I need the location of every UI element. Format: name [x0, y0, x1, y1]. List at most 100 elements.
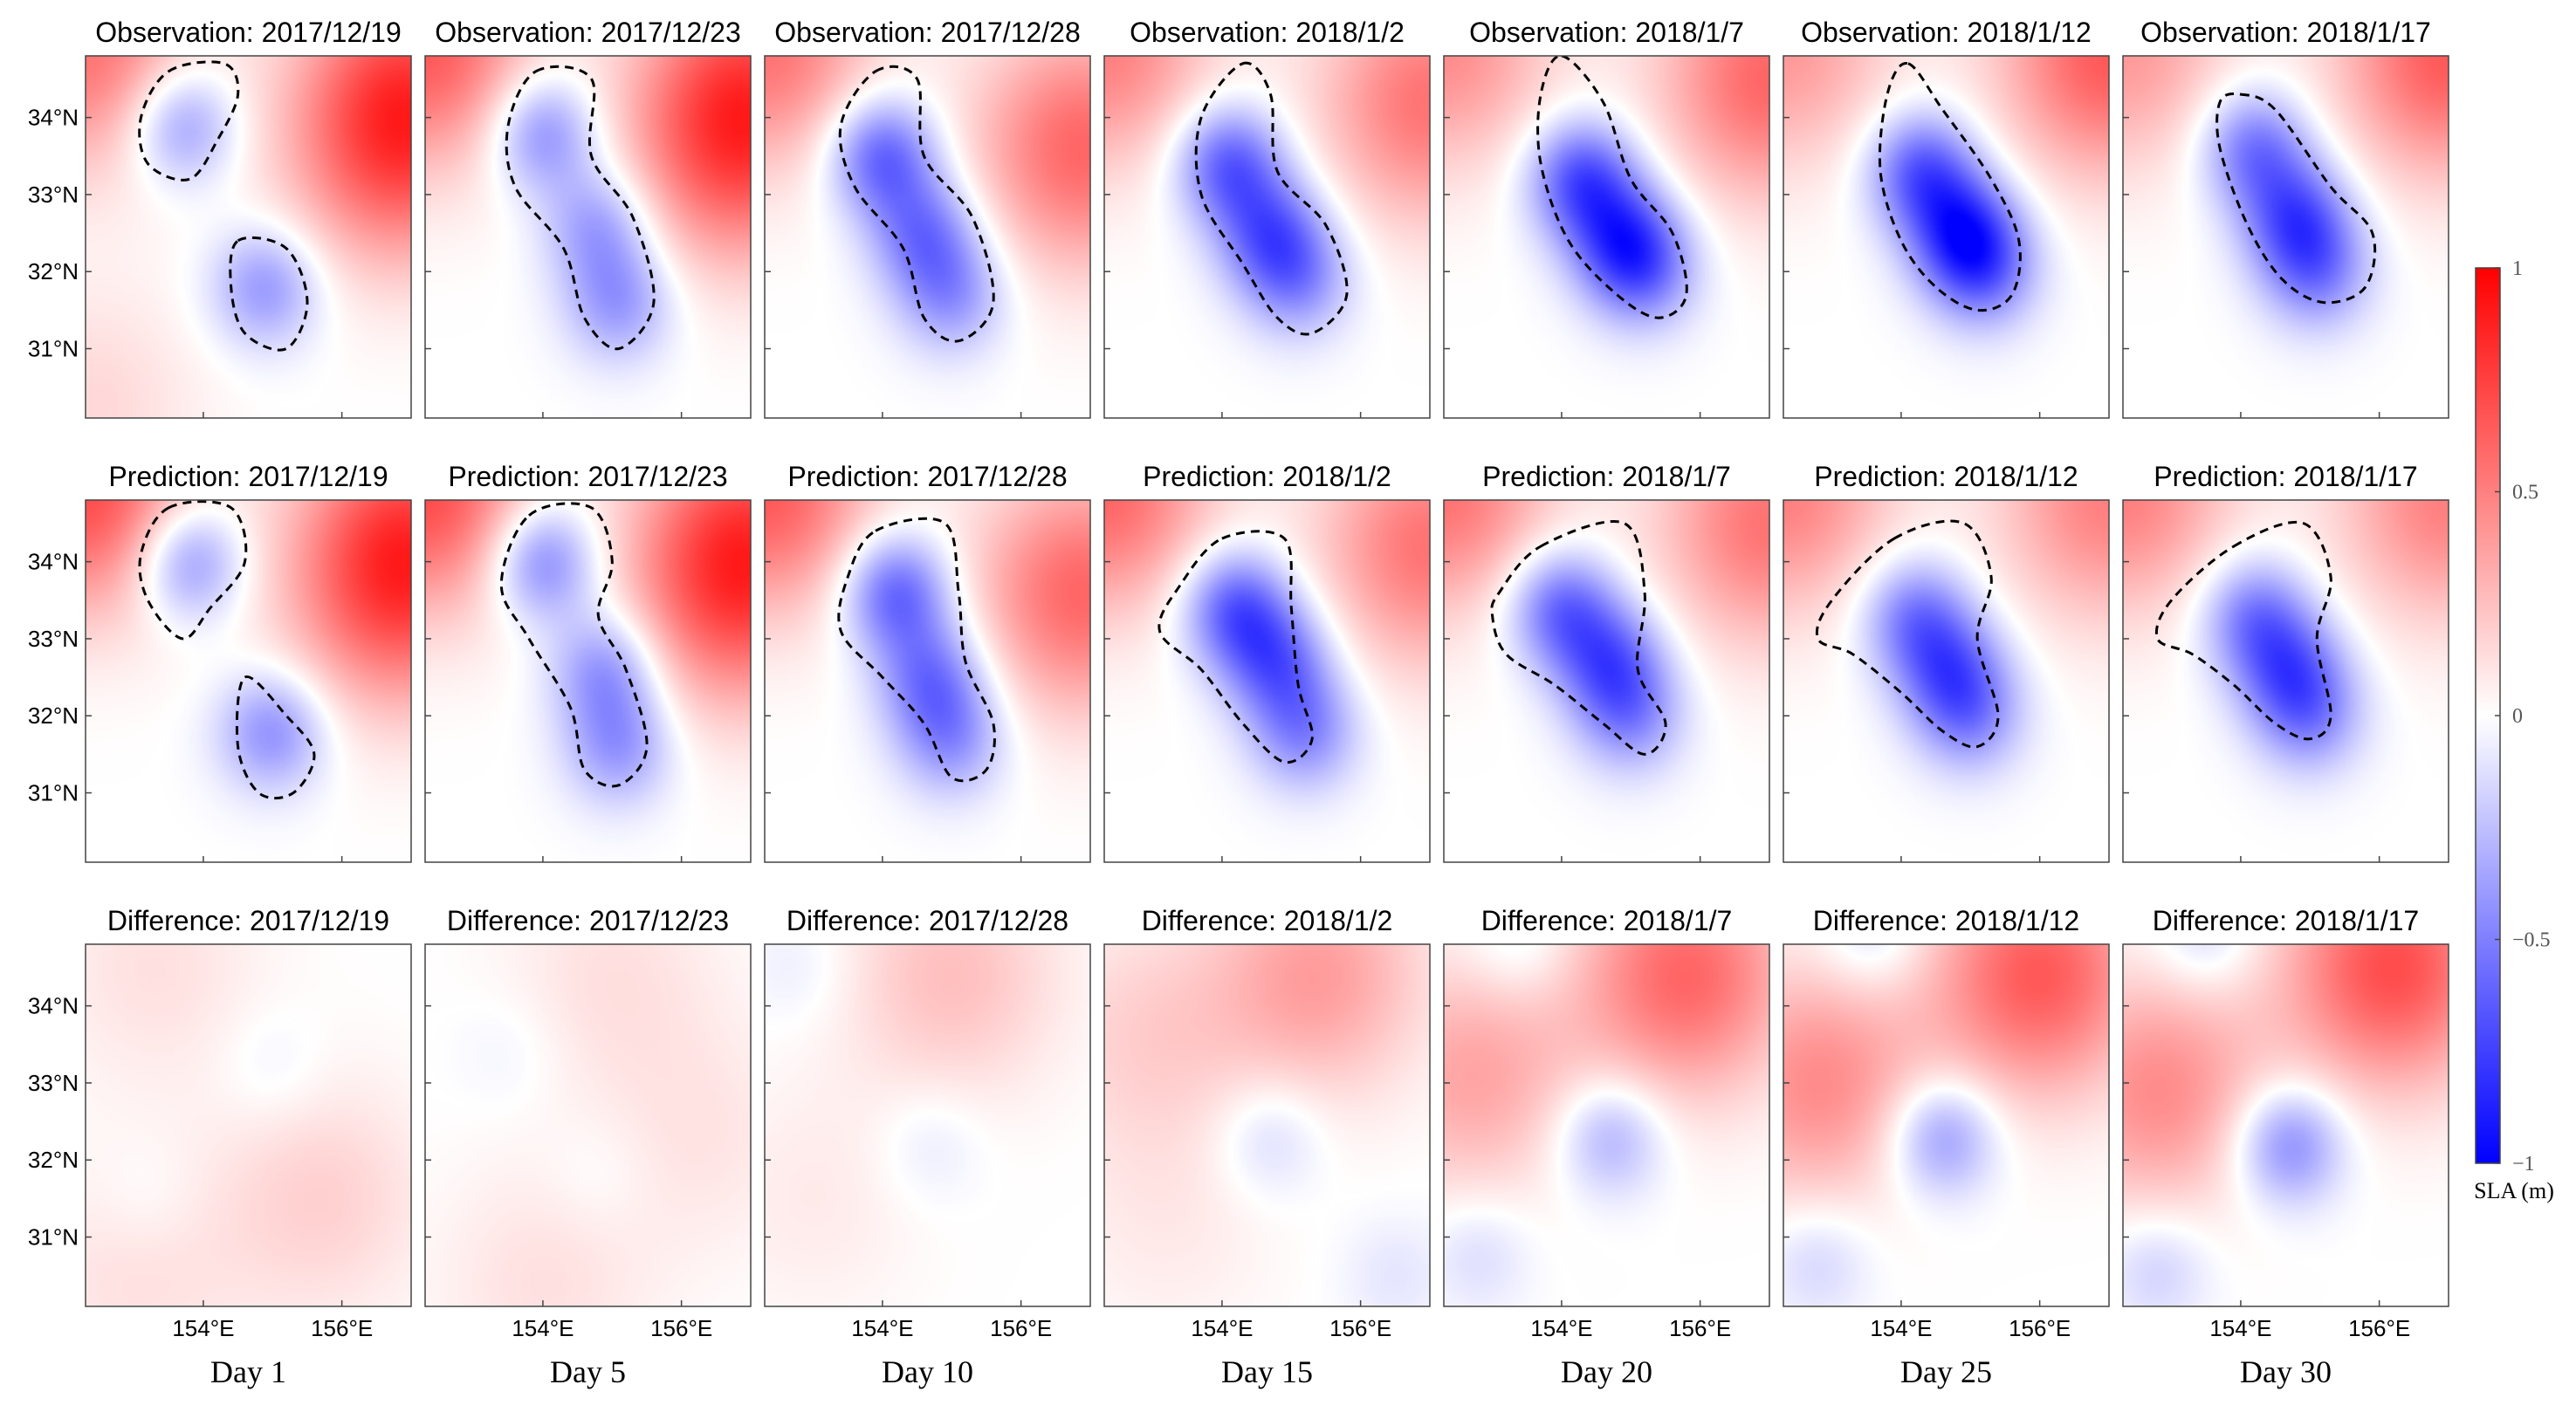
panel-difference-3: Difference: 2017/12/28 154°E 156°E Day 10	[764, 905, 1091, 1389]
sla-heatmap	[1444, 944, 1769, 1306]
panel-difference-4: Difference: 2018/1/2 154°E 156°E Day 15	[1103, 905, 1431, 1389]
panel-frame	[1443, 55, 1770, 419]
panel-frame	[1103, 499, 1431, 863]
panel-observation-5: Observation: 2018/1/7	[1443, 17, 1770, 419]
eddy-contour	[838, 65, 995, 343]
colorbar: 1 0.5 0 −0.5 −1 SLA (m)	[2474, 257, 2554, 1203]
day-label: Day 5	[550, 1354, 626, 1389]
x-tick-label: 156°E	[2348, 1315, 2410, 1341]
panel-grid: Observation: 2017/12/19 34°N 33°N 32°N 31°N O…	[28, 17, 2449, 1389]
y-tick-label: 31°N	[28, 336, 79, 362]
panel-observation-4: Observation: 2018/1/2	[1103, 17, 1431, 419]
day-label: Day 20	[1561, 1354, 1652, 1389]
panel-title: Prediction: 2017/12/28	[787, 461, 1067, 492]
panel-difference-5: Difference: 2018/1/7 154°E 156°E Day 20	[1443, 905, 1770, 1389]
y-tick-label: 33°N	[28, 1070, 79, 1096]
panel-frame	[1443, 499, 1770, 863]
y-tick-label: 32°N	[28, 702, 79, 729]
panel-title: Prediction: 2018/1/7	[1482, 461, 1731, 492]
panel-title: Observation: 2018/1/17	[2140, 17, 2431, 48]
day-label: Day 1	[210, 1354, 286, 1389]
panel-difference-7: Difference: 2018/1/17 154°E 156°E Day 30	[2122, 905, 2449, 1389]
eddy-contour	[2215, 92, 2377, 305]
x-tick-label: 154°E	[1191, 1315, 1253, 1341]
sla-heatmap	[2123, 944, 2449, 1306]
eddy-contour	[1490, 520, 1667, 756]
day-label: Day 30	[2240, 1354, 2332, 1389]
day-label: Day 10	[882, 1354, 973, 1389]
panel-frame	[764, 943, 1091, 1307]
sla-heatmap	[1444, 56, 1769, 418]
sla-heatmap	[1104, 56, 1430, 418]
eddy-contour	[229, 236, 309, 352]
x-tick-label: 156°E	[990, 1315, 1052, 1341]
panel-frame	[764, 499, 1091, 863]
panel-title: Observation: 2017/12/23	[435, 17, 740, 48]
panel-difference-6: Difference: 2018/1/12 154°E 156°E Day 25	[1783, 905, 2110, 1389]
panel-frame	[2122, 55, 2449, 419]
y-tick-label: 32°N	[28, 258, 79, 284]
eddy-contour	[138, 60, 240, 182]
panel-prediction-6: Prediction: 2018/1/12	[1783, 461, 2110, 863]
panel-frame	[85, 499, 412, 863]
panel-frame	[424, 499, 752, 863]
panel-prediction-2: Prediction: 2017/12/23	[424, 461, 752, 863]
eddy-contour	[2154, 520, 2332, 741]
panel-title: Prediction: 2017/12/19	[108, 461, 388, 492]
sla-heatmap	[2123, 56, 2449, 418]
eddy-contour	[499, 502, 649, 788]
sla-heatmap	[86, 500, 411, 862]
panel-observation-3: Observation: 2017/12/28	[764, 17, 1091, 419]
x-tick-label: 156°E	[311, 1315, 373, 1341]
y-tick-label: 33°N	[28, 182, 79, 208]
panel-title: Difference: 2018/1/2	[1142, 905, 1393, 936]
panel-observation-7: Observation: 2018/1/17	[2122, 17, 2449, 419]
panel-frame	[1103, 943, 1431, 1307]
y-tick-label: 34°N	[28, 549, 79, 575]
panel-frame	[85, 55, 412, 419]
sla-heatmap	[425, 56, 751, 418]
panel-title: Prediction: 2017/12/23	[448, 461, 727, 492]
eddy-contour	[1194, 61, 1349, 336]
sla-heatmap	[86, 944, 411, 1306]
colorbar-tick-label: −1	[2512, 1153, 2535, 1175]
colorbar-tick-label: 0	[2512, 705, 2523, 728]
eddy-contour	[1536, 56, 1688, 319]
sla-heatmap	[765, 56, 1090, 418]
panel-title: Prediction: 2018/1/12	[1814, 461, 2078, 492]
panel-frame	[424, 55, 752, 419]
panel-frame	[1783, 55, 2110, 419]
day-label: Day 15	[1221, 1354, 1313, 1389]
panel-frame	[1103, 55, 1431, 419]
panel-title: Difference: 2018/1/7	[1481, 905, 1733, 936]
panel-frame	[2122, 499, 2449, 863]
panel-prediction-5: Prediction: 2018/1/7	[1443, 461, 1770, 863]
panel-observation-6: Observation: 2018/1/12	[1783, 17, 2110, 419]
colorbar-tick-label: −0.5	[2512, 929, 2551, 952]
sla-heatmap	[765, 944, 1090, 1306]
day-label: Day 25	[1900, 1354, 1992, 1389]
x-tick-label: 156°E	[650, 1315, 712, 1341]
eddy-contour	[1878, 62, 2022, 312]
panel-title: Difference: 2017/12/28	[787, 905, 1068, 936]
panel-title: Difference: 2017/12/23	[447, 905, 729, 936]
sla-heatmap	[1104, 500, 1430, 862]
sla-heatmap	[2123, 500, 2449, 862]
x-tick-label: 154°E	[1870, 1315, 1932, 1341]
x-tick-label: 154°E	[512, 1315, 574, 1341]
sla-heatmap	[1783, 944, 2109, 1306]
x-tick-label: 154°E	[172, 1315, 234, 1341]
sla-heatmap	[1444, 500, 1769, 862]
panel-title: Observation: 2017/12/19	[95, 17, 401, 48]
x-tick-label: 154°E	[2209, 1315, 2271, 1341]
sla-heatmap	[425, 500, 751, 862]
sla-heatmap	[765, 500, 1090, 862]
panel-title: Observation: 2018/1/2	[1130, 17, 1405, 48]
colorbar-tick-label: 1	[2512, 257, 2523, 280]
panel-difference-2: Difference: 2017/12/23 154°E 156°E Day 5	[424, 905, 752, 1389]
x-tick-label: 156°E	[1669, 1315, 1731, 1341]
x-tick-label: 156°E	[1329, 1315, 1391, 1341]
y-tick-label: 33°N	[28, 626, 79, 652]
panel-title: Prediction: 2018/1/2	[1143, 461, 1391, 492]
